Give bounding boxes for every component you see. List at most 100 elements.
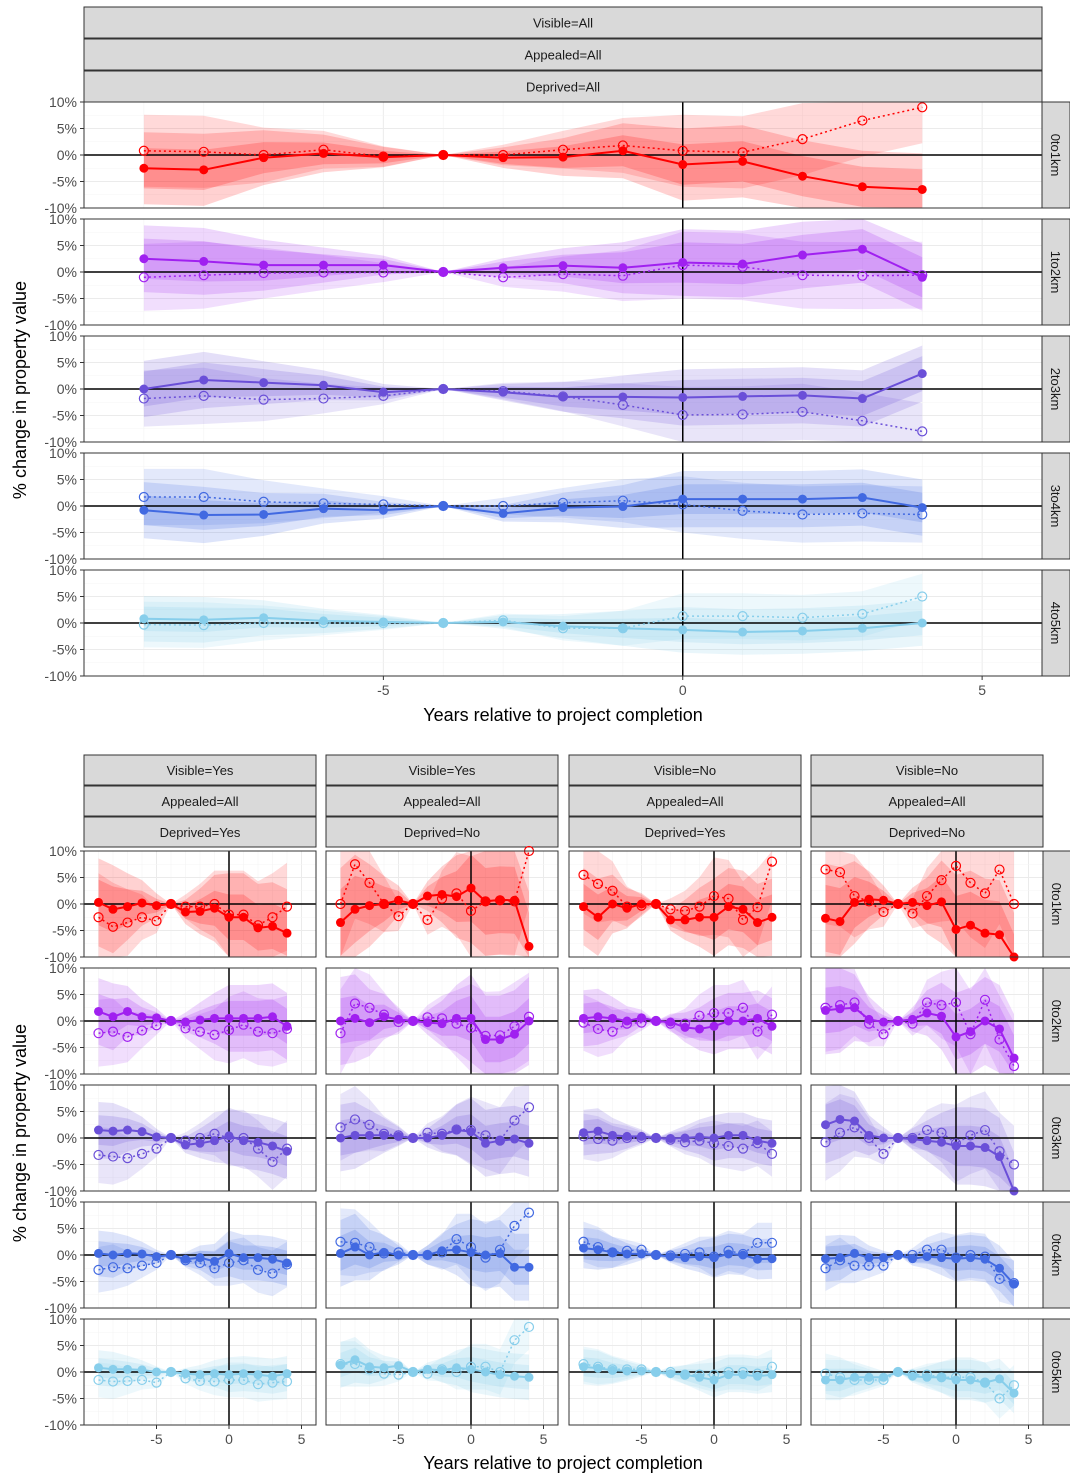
bottom-c3-r2-point-dotted	[936, 1127, 947, 1138]
bottom-c0-r1-point-dotted	[93, 1028, 104, 1039]
top-row-0-series-dotted-line	[143, 106, 923, 158]
bottom-c2-r0-point-solid	[622, 903, 632, 913]
bottom-c1-r3-point-solid	[495, 1248, 505, 1258]
bottom-c0-r4-point-dotted	[122, 1375, 133, 1387]
bottom-col-2-2-strip-label: Deprived=Yes	[645, 825, 726, 840]
bottom-c0-r2-point-dotted	[93, 1149, 104, 1161]
bottom-c1-r4-point-dotted	[509, 1335, 520, 1346]
bottom-c1-r0-panel	[325, 845, 559, 958]
bottom-c2-r0-point-solid	[637, 899, 646, 909]
bottom-c1-r1-point-solid	[408, 1016, 418, 1026]
top-row-1-point-dotted	[857, 270, 868, 281]
bottom-c0-r4-point-solid	[108, 1364, 118, 1374]
bottom-c2-r3-point-solid	[709, 1253, 719, 1263]
bottom-c3-r2-point-dotted	[965, 1130, 976, 1141]
bottom-c2-r2-panel-border	[568, 1084, 802, 1192]
bottom-c0-r0-point-solid	[224, 912, 234, 922]
bottom-c2-r0-ci-band-solid-inner	[583, 883, 772, 946]
bottom-c2-r4-x-tick-label: 5	[783, 1431, 791, 1447]
bottom-c0-r1-point-dotted	[252, 1026, 264, 1037]
bottom-c2-r4-point-solid	[709, 1375, 719, 1385]
bottom-c0-r1-point-solid	[181, 1017, 190, 1027]
bottom-c3-r0-point-solid	[937, 897, 946, 907]
top-row-1-point-solid	[678, 257, 688, 267]
bottom-c1-r2-point-solid	[423, 1133, 432, 1143]
bottom-c0-r2-y-tick-label: 10%	[49, 1077, 77, 1093]
bottom-c0-r0-point-solid	[94, 897, 103, 907]
bottom-c0-r4-point-dotted	[209, 1376, 220, 1387]
bottom-c0-r1-series-dotted-line	[98, 1020, 288, 1038]
bottom-c3-r4-point-dotted	[1008, 1380, 1020, 1391]
bottom-c0-r3-point-solid	[166, 1250, 176, 1260]
bottom-col-1-2-strip-label: Deprived=No	[404, 825, 480, 840]
bottom-c3-r3-point-solid	[908, 1254, 917, 1264]
bottom-col-1-0-strip-label: Visible=Yes	[409, 763, 476, 778]
bottom-c3-r2-point-dotted	[878, 1148, 889, 1160]
bottom-c2-r4-point-solid	[579, 1362, 588, 1372]
bottom-c0-r4-y-tick-label: 10%	[49, 1311, 77, 1327]
bottom-c1-r4-point-solid	[336, 1360, 345, 1370]
bottom-c1-r3-point-dotted	[335, 1236, 346, 1247]
top-2-strip-label: Deprived=All	[526, 80, 600, 95]
top-row-3-point-dotted	[737, 505, 748, 516]
bottom-c2-r4-point-solid	[593, 1363, 603, 1373]
bottom-c0-r1-y-tick-label: -10%	[44, 1066, 77, 1082]
bottom-c0-r4-series-dotted-line	[98, 1371, 288, 1385]
bottom-2-row-strip-label: 0to3km	[1049, 1117, 1064, 1160]
bottom-c0-r1-point-solid	[166, 1016, 176, 1026]
bottom-c1-r3-point-solid	[350, 1242, 360, 1252]
top-row-3-point-solid	[857, 493, 867, 503]
bottom-c3-r3-point-solid	[1009, 1279, 1019, 1289]
bottom-c0-r4-point-dotted	[136, 1374, 148, 1386]
top-row-3-point-solid	[498, 508, 508, 518]
bottom-c3-r1-point-solid	[951, 1032, 961, 1042]
bottom-c2-r1-point-solid	[622, 1016, 632, 1026]
bottom-c0-r4-point-dotted	[252, 1379, 264, 1390]
bottom-c3-r4-point-solid	[980, 1378, 990, 1388]
bottom-c3-r2-point-dotted	[979, 1124, 991, 1136]
bottom-c0-r4-panel: -10% -5% 0% 5% 10% -5 0 5	[44, 1311, 317, 1447]
bottom-c0-r1-point-solid	[239, 1013, 248, 1023]
top-row-1-point-solid	[618, 263, 628, 273]
bottom-c0-r3-y-tick-label: -10%	[44, 1300, 77, 1316]
top-row-3-point-solid	[259, 509, 269, 519]
bottom-c1-r0-point-solid	[481, 896, 490, 906]
bottom-c1-r4-point-solid	[365, 1362, 374, 1372]
bottom-c2-r1-point-solid	[767, 1021, 777, 1031]
top-row-4-x-tick-label: 5	[978, 682, 986, 698]
top-row-4-y-tick-label: -5%	[52, 642, 77, 658]
bottom-2-row-strip	[1042, 1084, 1070, 1192]
bottom-c1-r4-ci-band-solid-inner	[340, 1347, 529, 1390]
bottom-c1-r4-point-solid	[408, 1367, 418, 1377]
bottom-c0-r3-point-solid	[123, 1248, 132, 1258]
bottom-c0-r0-point-solid	[210, 903, 219, 913]
bottom-c2-r2-ci-band-solid-inner	[583, 1118, 772, 1156]
bottom-c3-r1-point-dotted	[1008, 1060, 1020, 1072]
bottom-c1-r4-point-solid	[495, 1370, 505, 1380]
top-row-4-point-solid	[199, 615, 209, 625]
top-row-0-point-solid	[558, 152, 568, 162]
top-row-0-point-solid	[738, 156, 748, 166]
bottom-c3-r3-point-dotted	[878, 1260, 889, 1271]
top-1-strip-label: Appealed=All	[525, 48, 602, 63]
bottom-c3-r3-point-solid	[922, 1252, 932, 1262]
top-row-0-point-solid	[917, 184, 927, 194]
top-row-0-point-dotted	[797, 134, 808, 145]
bottom-c0-r3-point-dotted	[267, 1268, 278, 1279]
top-row-1-point-dotted	[557, 269, 569, 280]
bottom-c3-r0-point-dotted	[907, 908, 918, 919]
bottom-c1-r3-point-solid	[452, 1245, 461, 1255]
bottom-c0-r2-point-dotted	[122, 1153, 133, 1164]
bottom-c3-r1-point-solid	[980, 1016, 990, 1026]
top-row-3-point-solid	[917, 503, 927, 513]
x-axis-title-top: Years relative to project completion	[423, 705, 702, 725]
top-row-2-point-dotted	[617, 399, 628, 410]
bottom-c2-r0-point-solid	[666, 915, 675, 925]
bottom-c2-r2-series-dotted-line	[583, 1135, 773, 1155]
bottom-c0-r1-panel: -10% -5% 0% 5% 10%	[44, 960, 317, 1082]
bottom-c1-r4-point-solid	[524, 1372, 534, 1382]
bottom-c1-r3-ci-band-solid-inner	[340, 1229, 529, 1285]
top-row-2-ci-band-solid-outer	[143, 345, 923, 427]
bottom-c3-r3-point-solid	[879, 1253, 888, 1263]
bottom-c0-r3-point-dotted	[93, 1264, 104, 1275]
